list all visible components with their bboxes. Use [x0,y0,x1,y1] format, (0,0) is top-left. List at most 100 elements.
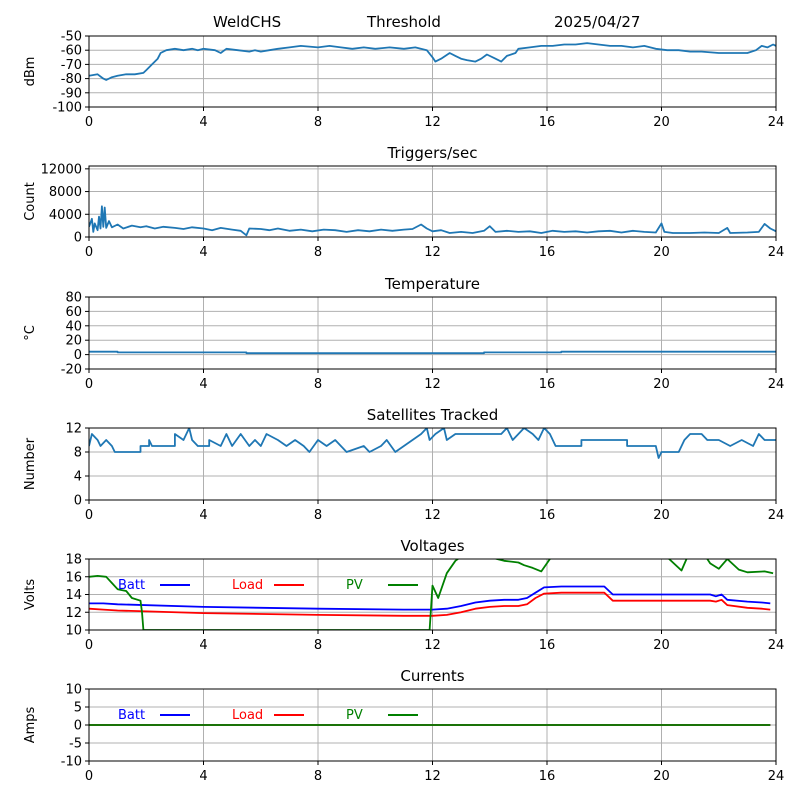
x-tick-label: 0 [85,769,93,784]
y-axis-label: °C [23,325,38,341]
y-tick-label: 0 [74,231,82,246]
y-tick-label: 0 [74,348,82,363]
panel-satellites: 0 4 8 12 16 20 24 0 4 8 12 Satellites Tracked Number [23,406,784,523]
x-tick-label: 24 [768,769,785,784]
y-tick-label: -80 [61,72,82,87]
x-tick-label: 16 [539,508,556,523]
y-tick-label: 8000 [49,185,82,200]
plot-frame [88,558,777,631]
y-tick-label: 8 [74,446,82,461]
x-tick-label: 12 [424,508,441,523]
x-tick-label: 24 [768,377,785,392]
x-tick-label: 4 [199,115,207,130]
x-tick-label: 12 [424,245,441,260]
plot-frame [88,688,777,762]
x-tick-label: 20 [653,638,670,653]
series-line-batt [89,585,771,611]
legend-label-pv: PV [346,708,363,723]
x-tick-label: 4 [199,377,207,392]
x-tick-label: 8 [314,508,322,523]
panel-title: Currents [400,667,464,685]
panel-voltages: 0 4 8 12 16 20 24 10 12 14 16 18 Voltages Volts Batt Lo… [23,537,784,653]
y-tick-label: 4000 [49,208,82,223]
legend-label-load: Load [232,578,263,593]
y-tick-label: 0 [74,494,82,509]
y-axis-label: Volts [23,579,38,611]
x-tick-label: 0 [85,115,93,130]
y-tick-label: 18 [65,553,82,568]
y-tick-label: 12 [65,606,82,621]
mode-label: Threshold [366,13,441,31]
y-axis-label: dBm [23,57,38,87]
y-tick-label: 12000 [41,162,82,177]
plot-frame [88,35,777,108]
panel-title: Temperature [384,275,480,293]
x-tick-label: 24 [768,115,785,130]
y-tick-label: 10 [65,683,82,698]
y-tick-label: -60 [61,44,82,59]
legend-label-batt: Batt [118,708,145,723]
x-tick-label: 4 [199,508,207,523]
x-tick-label: 12 [424,769,441,784]
y-tick-label: 12 [65,422,82,437]
x-tick-label: 4 [199,638,207,653]
report-date: 2025/04/27 [554,13,640,31]
y-tick-label: 14 [65,588,82,603]
y-tick-label: -70 [61,58,82,73]
y-tick-label: 16 [65,570,82,585]
x-tick-label: 20 [653,115,670,130]
x-tick-label: 8 [314,638,322,653]
legend-label-load: Load [232,708,263,723]
y-tick-label: 4 [74,470,82,485]
y-tick-label: -20 [61,363,82,378]
x-tick-label: 20 [653,508,670,523]
series-line-satellites [89,428,776,459]
plot-frame [88,427,777,501]
x-tick-label: 8 [314,377,322,392]
x-tick-label: 24 [768,638,785,653]
x-tick-label: 16 [539,377,556,392]
panel-signal: 0 4 8 12 16 20 24 -50-60-70-80-90-100 dBm [23,30,784,131]
y-tick-label: 5 [74,701,82,716]
x-tick-label: 4 [199,769,207,784]
y-axis-label: Number [23,437,38,490]
x-tick-label: 20 [653,377,670,392]
series-line-temperature [89,350,776,355]
x-tick-label: 8 [314,769,322,784]
legend-label-pv: PV [346,578,363,593]
x-tick-label: 16 [539,245,556,260]
y-tick-label: 0 [74,719,82,734]
y-tick-label: -90 [61,86,82,101]
y-tick-label: 80 [65,291,82,306]
legend-label-batt: Batt [118,578,145,593]
x-tick-label: 8 [314,115,322,130]
x-tick-label: 12 [424,115,441,130]
series-line-triggers [89,205,776,237]
x-tick-label: 0 [85,245,93,260]
x-tick-label: 0 [85,638,93,653]
x-tick-label: 16 [539,638,556,653]
y-tick-label: 20 [65,334,82,349]
y-tick-label: -100 [52,101,82,116]
plot-frame [88,296,777,370]
y-axis-label: Count [23,182,38,221]
panel-currents: 0 4 8 12 16 20 24 -10 -5 0 5 10 Currents Amps Batt Load… [23,667,784,784]
x-tick-label: 12 [424,377,441,392]
y-tick-label: -5 [69,737,82,752]
x-tick-label: 4 [199,245,207,260]
panel-title: Triggers/sec [387,144,478,162]
panel-title: Voltages [400,537,464,555]
y-tick-label: -10 [61,755,82,770]
panel-title: Satellites Tracked [367,406,498,424]
panel-triggers: 0 4 8 12 16 20 24 0 4000 8000 12000 Triggers/sec Cou… [23,144,784,260]
y-tick-label: 60 [65,305,82,320]
y-tick-label: 40 [65,319,82,334]
plot-frame [88,165,777,238]
x-tick-label: 16 [539,115,556,130]
x-tick-label: 0 [85,377,93,392]
x-tick-label: 12 [424,638,441,653]
y-tick-label: -50 [61,30,82,45]
series-line-load [89,591,771,617]
